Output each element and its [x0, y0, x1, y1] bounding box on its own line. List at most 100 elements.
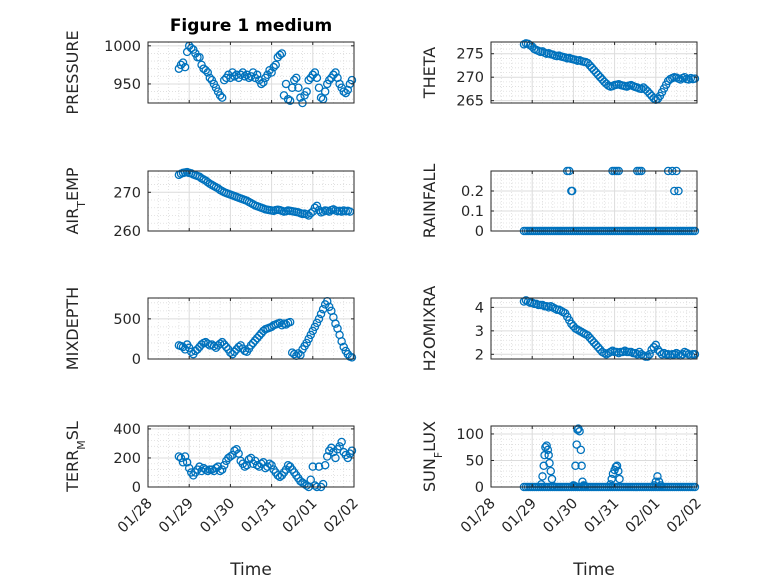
y-axis-label: PRESSURE	[63, 30, 82, 114]
data-point	[577, 461, 586, 471]
data-point	[275, 50, 285, 60]
data-point	[593, 343, 603, 352]
data-point	[649, 343, 658, 352]
data-point	[292, 73, 301, 83]
data-point	[589, 65, 599, 75]
data-point	[271, 60, 280, 70]
data-point	[643, 87, 652, 96]
data-point	[228, 349, 237, 359]
y-tick-label: 2	[475, 347, 484, 363]
data-point	[215, 91, 225, 100]
data-point	[633, 350, 642, 359]
data-point	[287, 83, 297, 93]
data-point	[585, 61, 595, 70]
data-point	[656, 481, 665, 490]
data-point	[544, 450, 553, 460]
subplot-theta: 265 270 275 THETA	[420, 39, 700, 110]
data-point	[257, 79, 266, 89]
x-axis-label-left: Time	[229, 560, 272, 580]
data-point	[331, 68, 340, 77]
data-series	[174, 296, 357, 362]
x-axis-label-right: Time	[572, 560, 615, 580]
data-point	[587, 63, 597, 73]
data-point	[302, 338, 311, 348]
data-point	[228, 450, 237, 460]
y-tick-label: 275	[456, 47, 484, 63]
data-point	[335, 442, 344, 451]
y-tick-label: 0.1	[461, 204, 484, 220]
data-point	[674, 186, 683, 196]
data-point	[254, 331, 264, 340]
data-series	[174, 437, 357, 492]
data-point	[180, 62, 190, 72]
data-point	[232, 444, 241, 454]
axes-box	[147, 425, 355, 488]
data-point	[583, 58, 593, 68]
data-point	[219, 460, 229, 470]
y-tick-label: 100	[456, 427, 484, 443]
data-point	[570, 481, 579, 491]
data-point	[193, 345, 202, 354]
data-series	[519, 39, 700, 104]
data-point	[267, 460, 276, 470]
data-point	[645, 89, 654, 98]
data-point	[615, 474, 624, 484]
y-axis-label: TERRMSL	[63, 421, 88, 493]
data-point	[327, 443, 336, 453]
data-point	[572, 440, 581, 449]
data-point	[306, 208, 315, 218]
axis-ticks	[490, 298, 698, 359]
y-tick-label: 400	[113, 422, 141, 438]
data-point	[250, 336, 260, 345]
data-point	[543, 445, 553, 455]
data-point	[647, 345, 656, 354]
data-point	[248, 68, 258, 77]
data-point	[538, 472, 547, 481]
data-point	[548, 481, 558, 491]
y-tick-label: 270	[113, 185, 141, 201]
data-point	[339, 87, 348, 96]
data-point	[320, 460, 330, 470]
axis-ticks	[490, 42, 698, 103]
y-tick-label: 270	[456, 70, 484, 86]
data-point	[320, 87, 330, 96]
data-point	[215, 466, 225, 476]
data-point	[545, 458, 554, 468]
data-point	[337, 337, 346, 346]
data-point	[312, 201, 322, 211]
subplot-air_temp: 260 270 AIRTEMP	[63, 167, 355, 240]
data-point	[222, 342, 231, 352]
axes-box	[490, 425, 698, 488]
data-point	[201, 65, 210, 75]
data-point	[176, 60, 186, 70]
data-point	[306, 330, 315, 340]
data-point	[217, 337, 227, 347]
y-tick-label: 950	[113, 77, 141, 93]
data-point	[316, 93, 326, 102]
axis-ticks	[147, 298, 355, 360]
y-axis-label: THETA	[420, 47, 439, 99]
data-point	[541, 442, 550, 452]
data-point	[690, 350, 700, 359]
data-point	[252, 333, 262, 343]
data-point	[653, 345, 663, 354]
data-point	[680, 72, 689, 82]
data-point	[302, 87, 311, 96]
data-point	[290, 75, 299, 85]
data-point	[290, 349, 299, 359]
axes-box	[490, 41, 698, 104]
data-point	[275, 318, 285, 328]
data-point	[248, 338, 258, 348]
data-point	[176, 453, 186, 463]
data-point	[537, 480, 546, 489]
data-point	[347, 353, 357, 362]
data-point	[178, 458, 188, 467]
data-point	[591, 68, 601, 77]
data-point	[591, 340, 601, 350]
minor-grid	[491, 170, 697, 231]
data-point	[585, 333, 595, 343]
data-point	[230, 72, 239, 81]
axes-box	[147, 41, 355, 104]
y-tick-label: 0	[475, 224, 484, 240]
data-point	[612, 461, 622, 471]
